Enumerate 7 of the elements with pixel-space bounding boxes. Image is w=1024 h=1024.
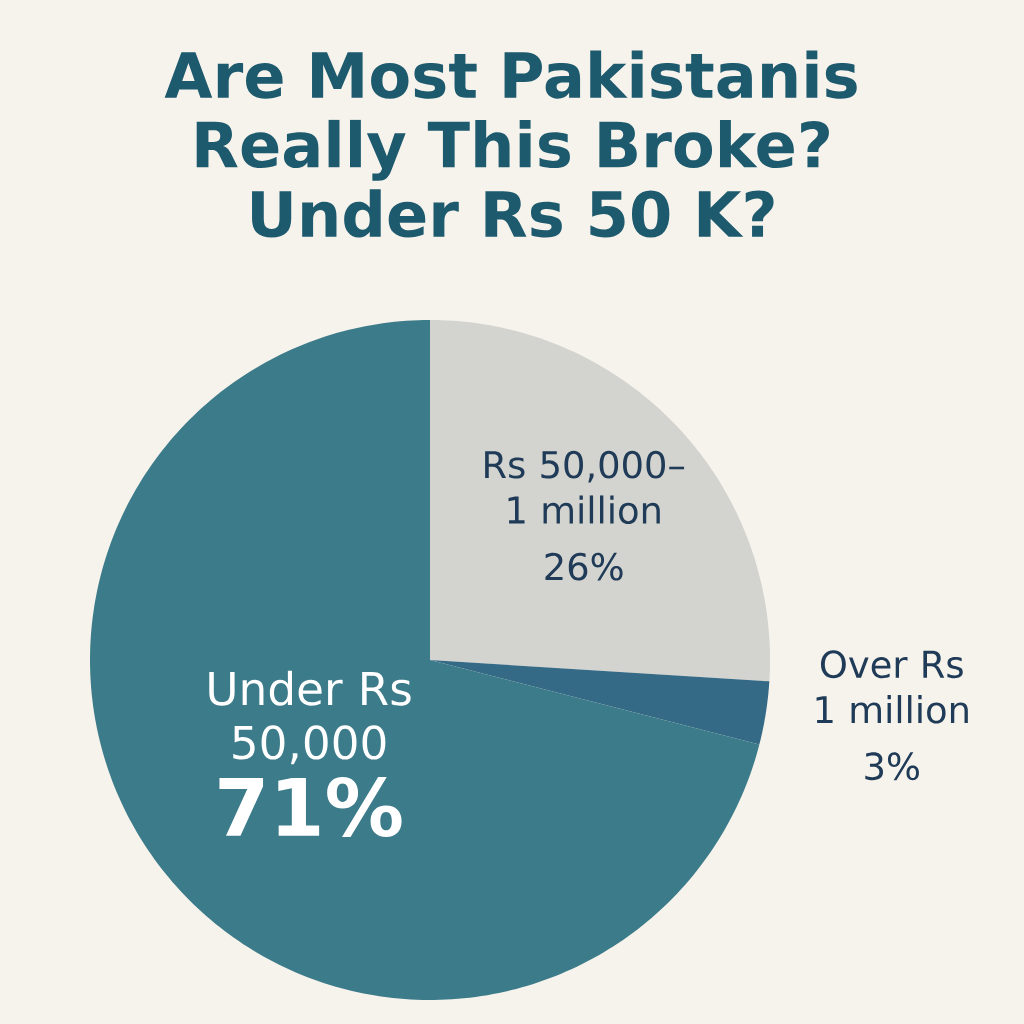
data-label: 71% <box>219 776 402 837</box>
data-label: 3% <box>865 752 919 781</box>
slice-label: Over Rs 1 million <box>816 650 968 724</box>
slice-label: Under Rs 50,000 <box>209 670 411 765</box>
chart-title: Are Most Pakistanis Really This Broke? Under Rs 50 K? <box>164 50 857 238</box>
data-label: 26% <box>545 552 623 581</box>
slice-label: Rs 50,000–1 million <box>485 450 685 524</box>
